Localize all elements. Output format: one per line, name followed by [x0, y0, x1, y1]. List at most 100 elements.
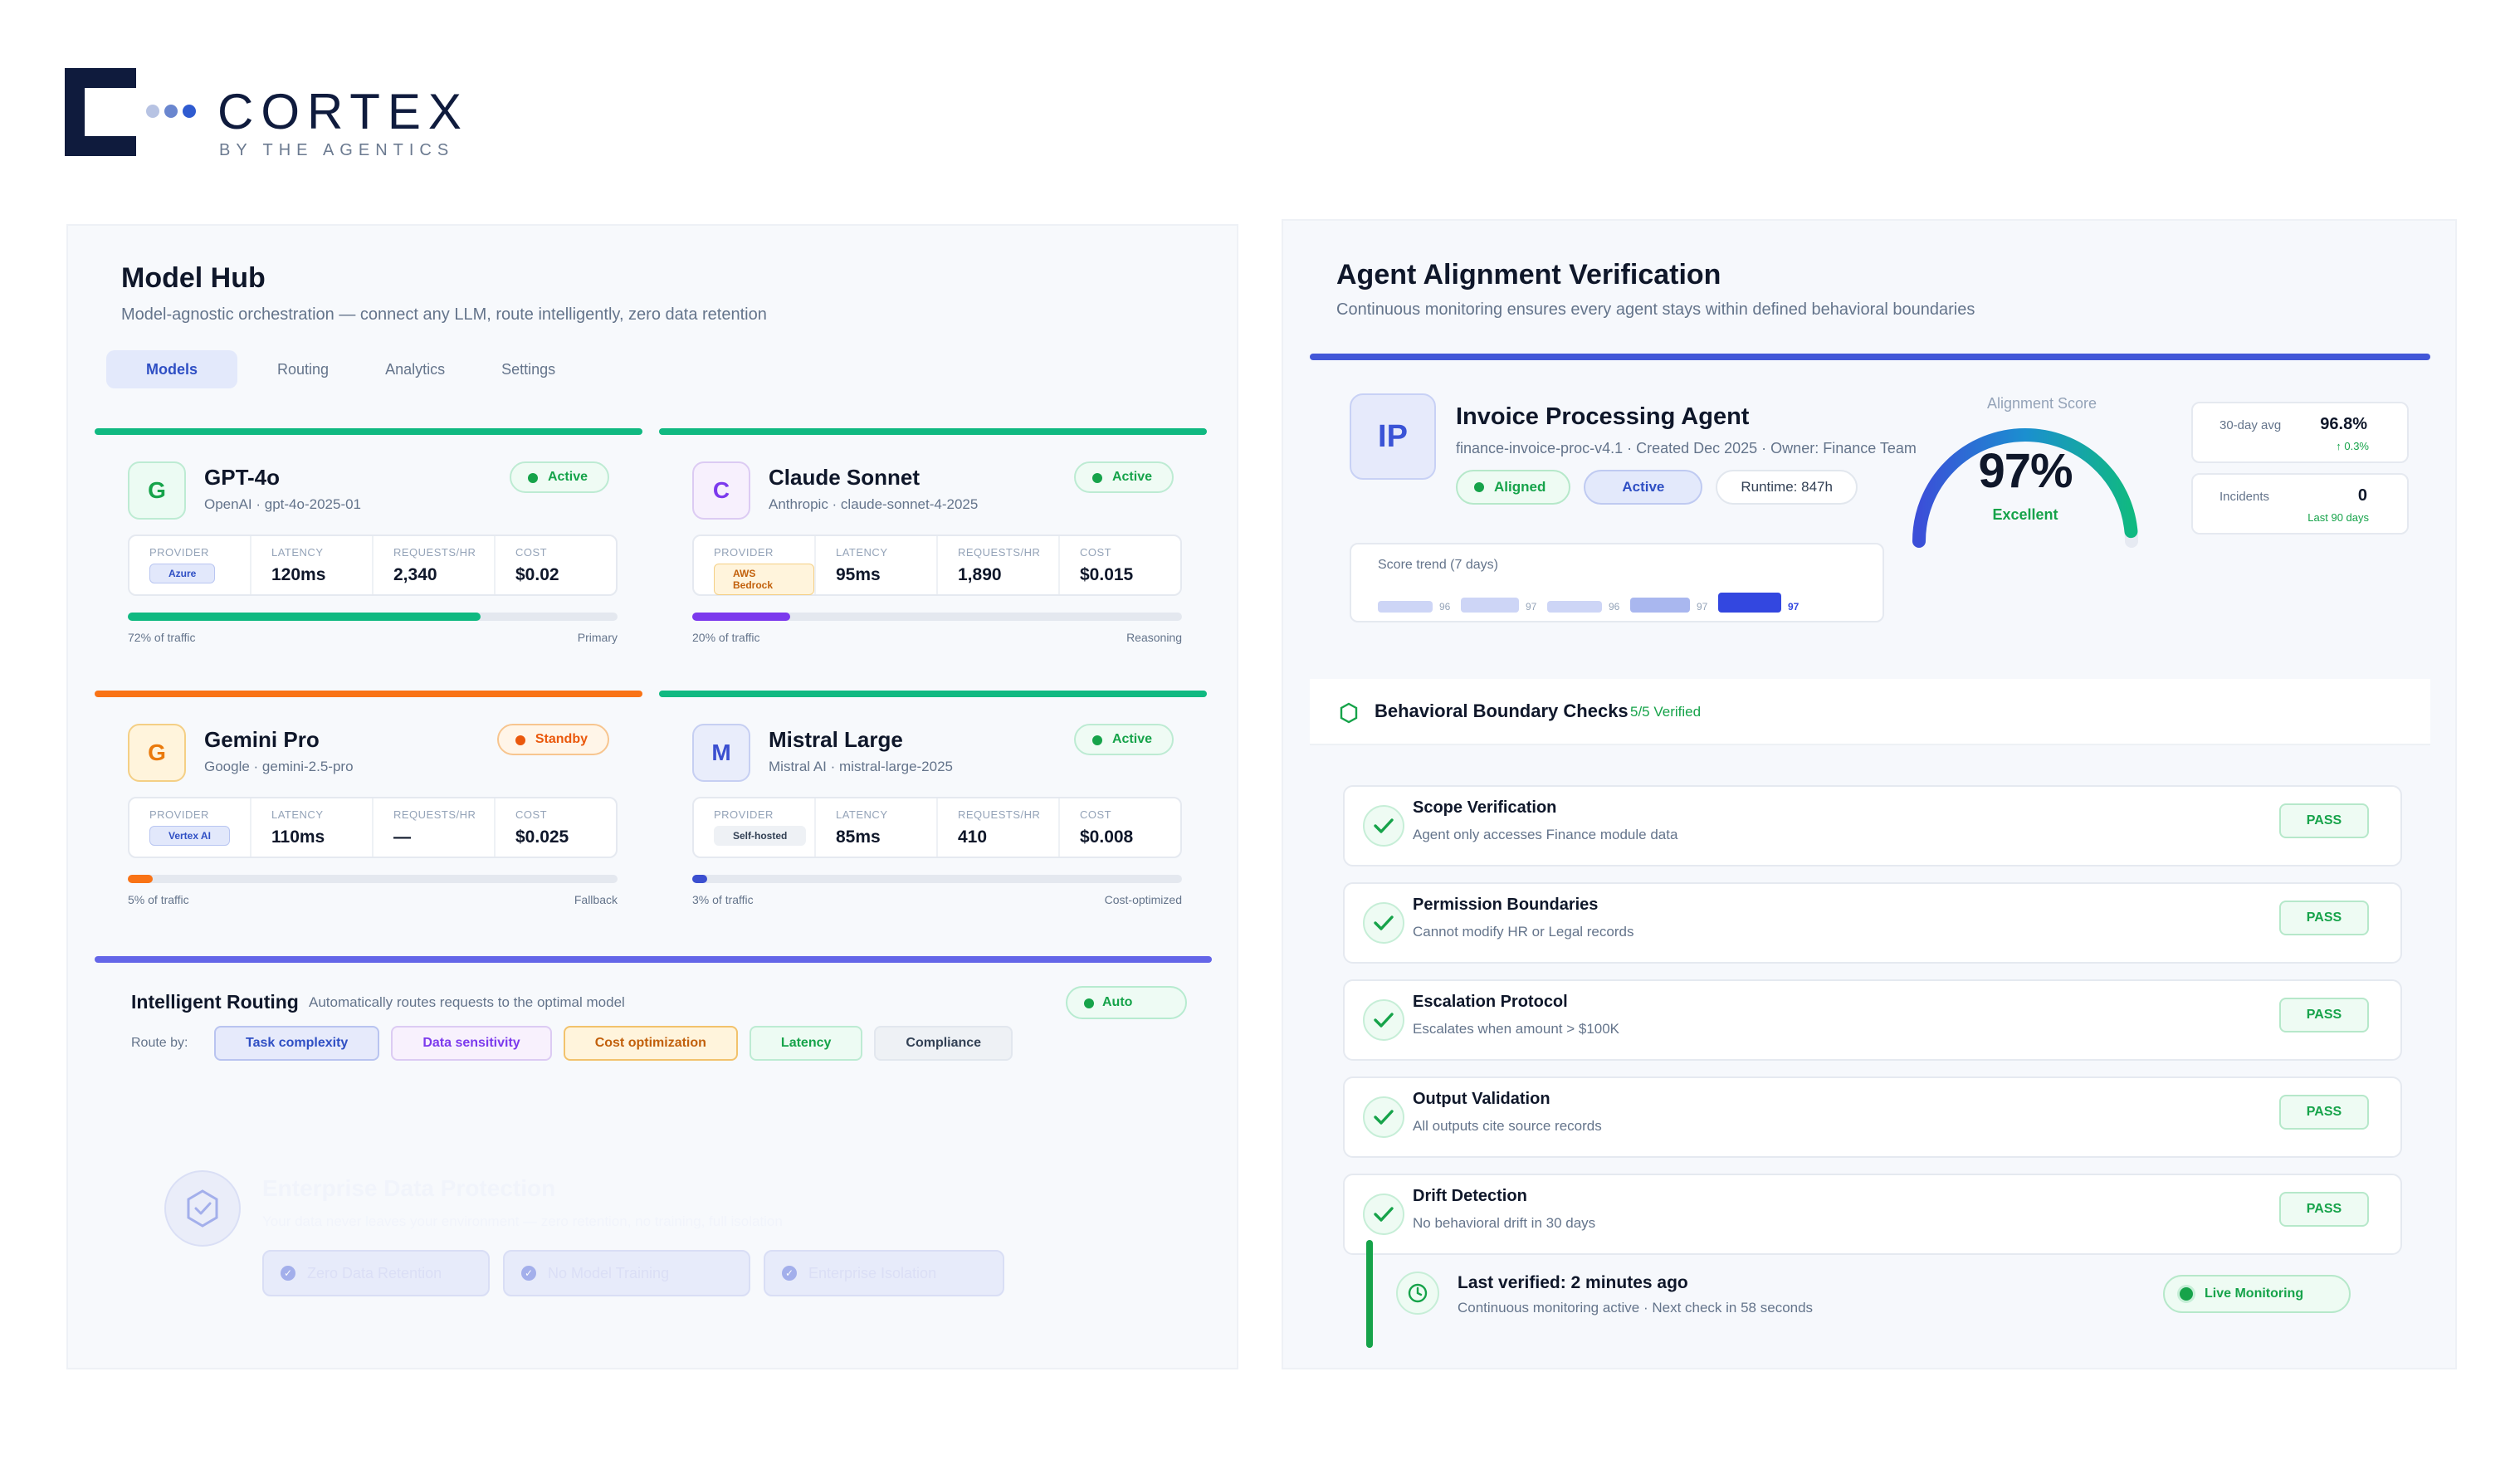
- model-role: Primary: [577, 631, 618, 644]
- route-chip-task-complexity[interactable]: Task complexity: [214, 1026, 380, 1061]
- stat-value: 0: [2357, 486, 2367, 505]
- trend-value: 96: [1439, 601, 1451, 613]
- trend-value: 97: [1526, 601, 1537, 613]
- checkmark-icon: [1363, 902, 1404, 944]
- gauge-value: 97%: [1978, 444, 2073, 498]
- provider-chip: Azure: [149, 564, 216, 583]
- model-icon: G: [128, 461, 186, 520]
- model-icon: G: [128, 724, 186, 782]
- routing-mode-badge[interactable]: Auto: [1066, 986, 1187, 1019]
- stat-cost: COST $0.015: [1080, 546, 1134, 584]
- model-id: Google · gemini-2.5-pro: [204, 759, 354, 774]
- routing-section: Intelligent Routing Automatically routes…: [95, 956, 1212, 1072]
- gauge-rating: Excellent: [1992, 506, 2058, 523]
- pass-badge: PASS: [2279, 1192, 2369, 1227]
- verify-title: Last verified: 2 minutes ago: [1458, 1273, 1688, 1292]
- model-card-claude-sonnet[interactable]: C Claude Sonnet Anthropic · claude-sonnet-…: [659, 428, 1207, 677]
- check-icon: ✓: [521, 1266, 536, 1281]
- check-row-escalation-protocol[interactable]: Escalation Protocol Escalates when amount…: [1343, 979, 2402, 1061]
- check-title: Output Validation: [1413, 1090, 1550, 1108]
- card-accent-bar: [95, 428, 642, 435]
- model-hub-panel: Model Hub Model-agnostic orchestration —…: [66, 224, 1238, 1369]
- stat-provider: PROVIDER AWS Bedrock: [694, 536, 816, 595]
- model-role: Reasoning: [1126, 631, 1182, 644]
- stat-cost: COST $0.025: [515, 808, 569, 847]
- status-badge: Active: [509, 461, 609, 493]
- route-chip-compliance[interactable]: Compliance: [874, 1026, 1013, 1061]
- agent-name: Invoice Processing Agent: [1456, 403, 1750, 430]
- model-card-gpt4o[interactable]: G GPT-4o OpenAI · gpt-4o-2025-01 Active PROV…: [95, 428, 642, 677]
- stat-change: ↑ 0.3%: [2336, 440, 2369, 452]
- stat-value: 96.8%: [2320, 415, 2367, 433]
- model-role: Fallback: [574, 893, 618, 906]
- model-card-gemini-pro[interactable]: G Gemini Pro Google · gemini-2.5-pro Standb…: [95, 691, 642, 940]
- stat-cost: COST $0.008: [1080, 808, 1134, 847]
- agent-avatar: IP: [1350, 393, 1436, 480]
- aligned-tag: Aligned: [1456, 470, 1571, 505]
- brand-subtitle: BY THE AGENTICS: [219, 141, 455, 159]
- check-description: Cannot modify HR or Legal records: [1413, 924, 1634, 940]
- checks-header: Behavioral Boundary Checks 5/5 Verified: [1310, 679, 2430, 745]
- stat-label: Incidents: [2219, 490, 2270, 504]
- model-name: GPT-4o: [204, 465, 281, 490]
- checkmark-icon: [1363, 1194, 1404, 1235]
- check-row-drift-detection[interactable]: Drift Detection No behavioral drift in 30…: [1343, 1174, 2402, 1255]
- incidents-card: Incidents 0 Last 90 days: [2191, 473, 2409, 535]
- model-stats: PROVIDER Vertex AI LATENCY 110ms REQUESTS/HR…: [128, 797, 618, 858]
- check-description: Agent only accesses Finance module data: [1413, 827, 1678, 842]
- trend-bar: [1378, 601, 1433, 613]
- stat-requests: REQUESTS/HR 410: [938, 798, 1060, 857]
- traffic-share: 3% of traffic: [692, 893, 754, 906]
- tab-settings[interactable]: Settings: [501, 361, 556, 378]
- tab-analytics[interactable]: Analytics: [385, 361, 446, 378]
- check-icon: ✓: [782, 1266, 797, 1281]
- alignment-title: Agent Alignment Verification: [1336, 259, 1721, 290]
- card-accent-bar: [659, 428, 1207, 435]
- route-chip-data-sensitivity[interactable]: Data sensitivity: [391, 1026, 552, 1061]
- status-badge: Active: [1073, 461, 1174, 493]
- model-id: Anthropic · claude-sonnet-4-2025: [769, 496, 979, 512]
- check-title: Permission Boundaries: [1413, 896, 1599, 914]
- route-by-label: Route by:: [131, 1036, 188, 1050]
- check-row-permission-boundaries[interactable]: Permission Boundaries Cannot modify HR or…: [1343, 882, 2402, 964]
- route-chip-cost-optimization[interactable]: Cost optimization: [563, 1026, 738, 1061]
- traffic-bar: [128, 613, 618, 621]
- route-chip-latency[interactable]: Latency: [749, 1026, 863, 1061]
- traffic-fill: [128, 613, 481, 621]
- checkmark-icon: [1363, 805, 1404, 847]
- live-monitoring-badge[interactable]: Live Monitoring: [2163, 1275, 2351, 1313]
- status-badge: Active: [1073, 724, 1174, 755]
- stat-provider: PROVIDER Azure: [129, 536, 251, 594]
- enterprise-features: ✓ Zero Data Retention ✓ No Model Training …: [262, 1250, 1004, 1296]
- verify-accent-bar: [1366, 1240, 1373, 1348]
- stat-requests: REQUESTS/HR 2,340: [374, 536, 496, 594]
- logo-dots: [146, 105, 196, 118]
- feature-zero-retention: ✓ Zero Data Retention: [262, 1250, 490, 1296]
- card-accent-bar: [659, 691, 1207, 697]
- status-badge: Standby: [496, 724, 609, 755]
- traffic-share: 5% of traffic: [128, 893, 189, 906]
- agent-accent-bar: [1310, 354, 2430, 360]
- check-row-output-validation[interactable]: Output Validation All outputs cite source…: [1343, 1076, 2402, 1158]
- tab-routing[interactable]: Routing: [277, 361, 330, 378]
- model-stats: PROVIDER Self-hosted LATENCY 85ms REQUESTS/H…: [692, 797, 1182, 858]
- stat-requests: REQUESTS/HR —: [374, 798, 496, 857]
- provider-chip: AWS Bedrock: [714, 564, 814, 595]
- check-title: Escalation Protocol: [1413, 993, 1568, 1011]
- traffic-bar: [692, 613, 1182, 621]
- stat-provider: PROVIDER Vertex AI: [129, 798, 251, 857]
- tab-models[interactable]: Models: [106, 350, 238, 388]
- stat-label: 30-day avg: [2219, 418, 2282, 432]
- enterprise-protection-section: Enterprise Data Protection Your data nev…: [164, 1170, 1077, 1320]
- model-stats: PROVIDER Azure LATENCY 120ms REQUESTS/HR 2,34…: [128, 535, 618, 596]
- model-card-mistral-large[interactable]: M Mistral Large Mistral AI · mistral-large…: [659, 691, 1207, 940]
- check-description: Escalates when amount > $100K: [1413, 1021, 1620, 1037]
- check-title: Scope Verification: [1413, 798, 1557, 817]
- check-row-scope-verification[interactable]: Scope Verification Agent only accesses Fi…: [1343, 785, 2402, 866]
- model-id: OpenAI · gpt-4o-2025-01: [204, 496, 362, 512]
- stat-provider: PROVIDER Self-hosted: [694, 798, 816, 857]
- runtime-tag: Runtime: 847h: [1716, 470, 1858, 505]
- stat-requests: REQUESTS/HR 1,890: [938, 536, 1060, 594]
- pass-badge: PASS: [2279, 803, 2369, 838]
- model-icon: C: [692, 461, 750, 520]
